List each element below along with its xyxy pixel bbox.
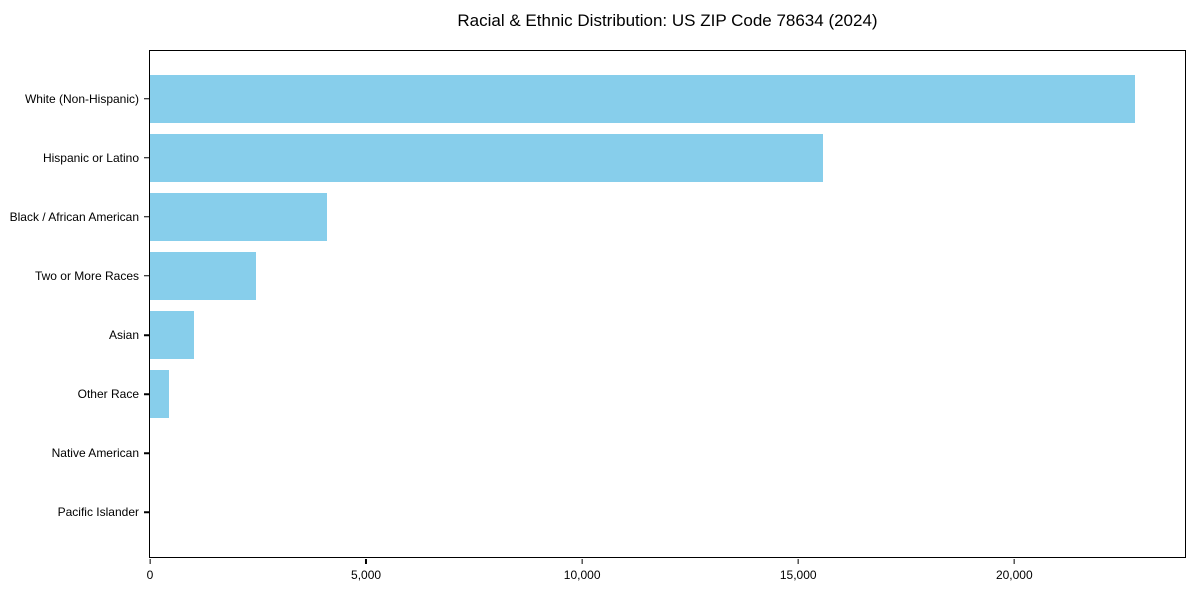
y-axis-label: Native American [51,446,139,461]
y-tick-mark [143,393,149,395]
y-axis-label: White (Non-Hispanic) [24,91,139,106]
x-tick: 20,000 [996,557,1033,582]
y-tick-mark [143,511,149,514]
x-tick-label: 0 [146,567,154,582]
y-tick-mark [143,334,149,336]
chart-row: Other Race [78,365,1185,424]
x-tick-label: 5,000 [351,567,382,582]
bar [150,251,256,300]
x-tick: 10,000 [563,557,601,582]
x-tick-mark [1013,558,1016,564]
plot-area: White (Non-Hispanic) Hispanic or Latino Bl… [10,50,1186,582]
chart-row: Hispanic or Latino [43,128,1185,187]
y-axis-label: Asian [108,328,139,343]
y-tick-mark [143,97,149,100]
y-tick-mark [143,216,149,218]
x-tick-label: 15,000 [779,567,817,582]
chart-title: Racial & Ethnic Distribution: US ZIP Cod… [457,11,878,30]
y-axis-label: Other Race [77,387,139,402]
x-tick-label: 20,000 [995,567,1033,582]
y-axis-label: Pacific Islander [57,505,139,520]
chart-row: Black / African American [10,187,1185,246]
x-tick: 5,000 [351,557,381,582]
y-axis-label: Black / African American [9,209,139,224]
x-tick-mark [797,558,799,564]
x-tick-mark [149,558,151,564]
chart-row: White (Non-Hispanic) [25,69,1185,128]
bar [150,311,195,360]
chart-row: Two or More Races [35,246,1185,305]
x-tick-label: 10,000 [563,567,601,582]
y-tick-mark [143,156,149,159]
x-tick-mark [365,558,367,564]
chart-row: Native American [52,424,1185,483]
x-tick: 15,000 [780,557,817,582]
x-axis: 0 5,000 10,000 15,000 20,000 [146,557,1185,597]
x-tick: 0 [146,557,154,582]
x-tick-mark [581,558,583,564]
chart-row: Asian [109,306,1185,365]
chart-row: Pacific Islander [58,483,1185,542]
y-axis-label: Two or More Races [34,268,139,283]
bars-area: White (Non-Hispanic) Hispanic or Latino Bl… [10,51,1185,557]
bar [150,192,328,241]
bar [150,370,170,419]
y-axis-label: Hispanic or Latino [42,150,139,165]
bar [150,74,1136,123]
bar [150,133,824,182]
y-tick-mark [143,275,149,277]
y-tick-mark [143,452,149,455]
